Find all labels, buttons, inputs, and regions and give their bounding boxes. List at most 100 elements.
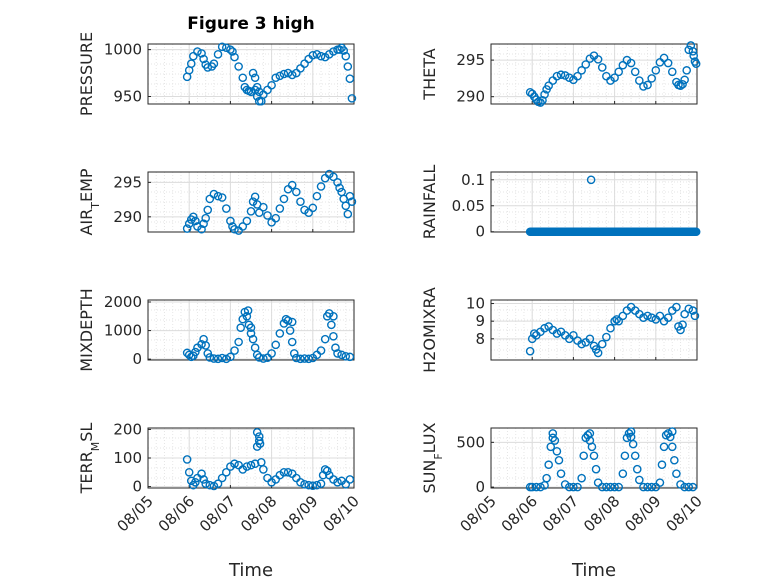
data-point: [672, 469, 681, 478]
x-axis-label-left: Time: [228, 560, 273, 581]
y-tick-label: 0.05: [452, 197, 485, 215]
data-point: [203, 63, 213, 72]
data-point: [184, 467, 194, 477]
data-point: [663, 313, 673, 322]
data-point: [308, 203, 318, 213]
data-point: [304, 480, 313, 490]
data-point: [246, 323, 256, 333]
x-tick-label: 08/10: [320, 492, 363, 535]
data-point: [657, 460, 667, 470]
data-point: [602, 332, 611, 342]
data-point: [312, 191, 322, 201]
x-tick-label: 08/08: [237, 492, 280, 535]
data-point: [341, 201, 351, 211]
data-point: [296, 477, 305, 487]
data-point: [226, 352, 235, 362]
data-point: [546, 442, 556, 452]
data-point: [661, 430, 671, 440]
data-point: [532, 482, 541, 492]
y-tick-label: 950: [113, 88, 142, 106]
y-axis-label: PRESSURE: [77, 32, 96, 116]
data-point: [579, 451, 589, 461]
data-point: [618, 469, 628, 478]
data-point: [201, 479, 210, 489]
y-tick-label: 200: [113, 420, 142, 438]
data-point: [606, 323, 615, 333]
data-point: [312, 50, 322, 59]
y-tick-label: 0: [475, 223, 485, 241]
data-point: [283, 68, 293, 78]
y-axis-label: SUNFLUX: [420, 422, 445, 493]
data-point: [329, 172, 338, 182]
data-point: [199, 219, 208, 229]
data-point: [540, 323, 549, 333]
data-point: [347, 197, 357, 206]
data-point: [542, 473, 551, 483]
data-point: [285, 326, 295, 335]
data-point: [182, 455, 192, 464]
figure-title: Figure 3 high: [187, 14, 315, 34]
data-point: [234, 337, 243, 347]
data-point: [680, 309, 689, 319]
data-point: [586, 175, 596, 185]
data-point: [333, 178, 342, 187]
y-tick-label: 0: [132, 350, 142, 368]
data-point: [191, 477, 200, 487]
data-point: [667, 67, 677, 77]
y-tick-label: 290: [113, 208, 142, 226]
data-point: [250, 73, 260, 83]
data-point: [614, 316, 624, 326]
data-point: [688, 47, 698, 56]
axes-frame: [147, 43, 355, 105]
data-point: [345, 475, 355, 484]
data-point: [296, 354, 305, 364]
data-point: [238, 222, 248, 231]
data-point: [300, 354, 309, 363]
data-point: [536, 482, 545, 492]
data-point: [275, 71, 285, 81]
data-point: [540, 90, 549, 99]
data-point: [333, 349, 342, 358]
data-point: [191, 347, 200, 357]
subplot-air-temp: 290 295 AIRTEMP: [77, 168, 357, 236]
data-point: [544, 81, 553, 91]
data-point: [647, 482, 656, 492]
data-point: [230, 52, 239, 62]
data-point: [275, 204, 285, 213]
data-point: [680, 482, 689, 492]
data-point: [275, 329, 285, 338]
data-point: [684, 45, 694, 55]
data-point: [527, 482, 537, 492]
data-point: [213, 50, 223, 59]
data-point: [548, 433, 558, 443]
data-point: [667, 427, 677, 436]
data-point: [292, 353, 301, 363]
data-point: [252, 350, 262, 360]
data-point: [201, 341, 210, 350]
x-tick-label: 08/06: [155, 492, 198, 535]
data-point: [676, 325, 685, 335]
data-point: [626, 427, 636, 436]
data-point: [246, 329, 256, 338]
data-point: [201, 213, 210, 223]
data-point: [618, 60, 628, 70]
data-point: [287, 337, 297, 347]
data-point: [552, 329, 562, 338]
data-point: [199, 54, 208, 64]
data-point: [329, 331, 338, 341]
data-point: [243, 306, 253, 315]
data-point: [688, 306, 698, 315]
data-point: [620, 451, 630, 461]
data-point: [647, 74, 656, 83]
data-point: [655, 478, 665, 487]
data-point: [345, 191, 355, 201]
data-point: [345, 74, 355, 83]
data-point: [287, 180, 297, 190]
data-point: [672, 302, 681, 312]
data-point: [242, 462, 252, 471]
data-point: [564, 482, 574, 492]
data-point: [639, 482, 648, 492]
data-point: [583, 430, 593, 440]
data-point: [610, 316, 619, 326]
y-tick-label: 0.1: [461, 171, 485, 189]
